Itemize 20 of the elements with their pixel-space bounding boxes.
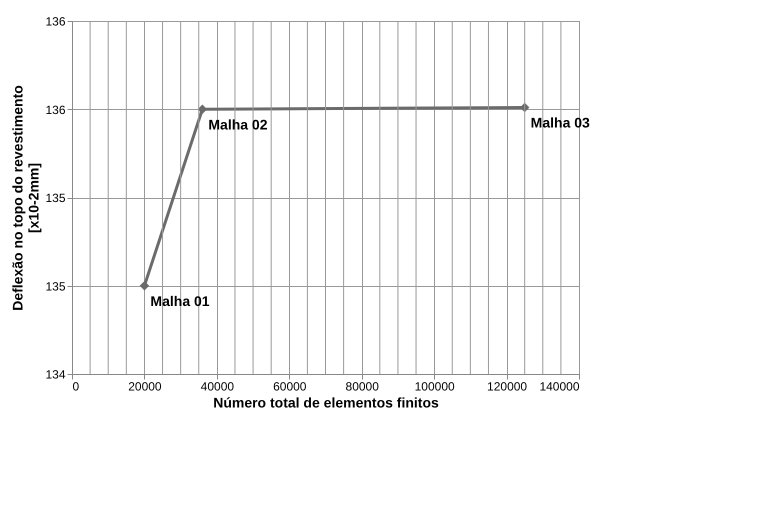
- y-tick-label: 135: [45, 279, 66, 294]
- point: [198, 104, 208, 114]
- annotation: Malha 03: [530, 114, 590, 130]
- x-tick-label: 100000: [414, 380, 455, 394]
- point: [140, 281, 150, 290]
- x-tick-label: 20000: [128, 380, 162, 394]
- annotation: Malha 01: [150, 292, 210, 309]
- y-tick-label: 136: [45, 102, 66, 117]
- x-tick-label: 80000: [346, 380, 380, 394]
- y-tick-label: 136: [45, 14, 66, 28]
- x-axis-title: Número total de elementos finitos: [213, 394, 440, 410]
- x-tick-label: 0: [72, 380, 80, 394]
- annotation: Malha 02: [208, 116, 268, 132]
- x-tick-label: 40000: [200, 380, 234, 394]
- y-tick-label: 134: [45, 368, 66, 382]
- x-tick-label: 140000: [539, 380, 580, 394]
- y-axis-title: Deflexão no topo do revestimento [x10-2mm]: [9, 85, 42, 311]
- x-tick-label: 120000: [487, 380, 528, 394]
- x-tick-label: 60000: [273, 380, 307, 394]
- y-tick-label: 135: [45, 191, 66, 205]
